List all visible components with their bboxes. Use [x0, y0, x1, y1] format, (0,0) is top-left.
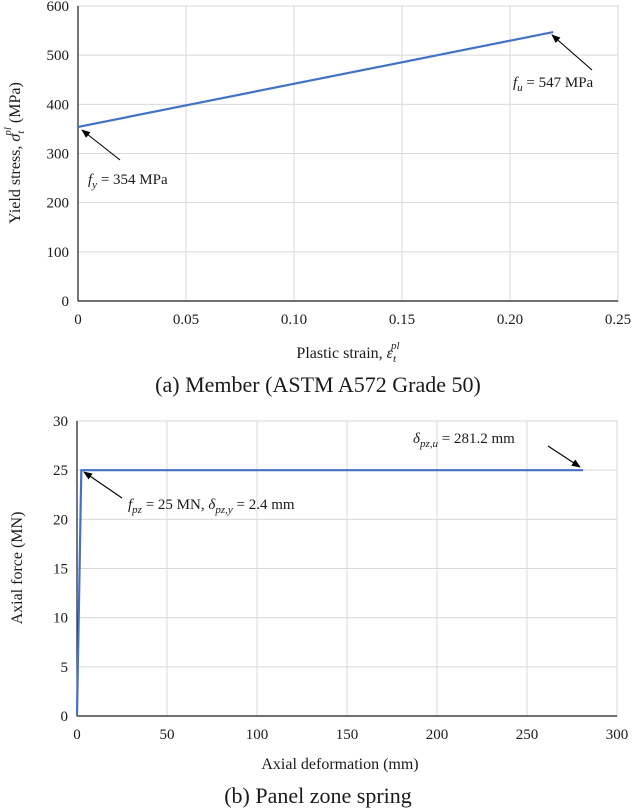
chart-a-series-line: [77, 30, 554, 129]
y-tick-label: 5: [61, 660, 69, 676]
chart-a: 0 100 200 300 400 500 600 0 0.05 0.10 0.15 0.20 0.2…: [2, 0, 631, 397]
y-tick-label: 100: [47, 245, 70, 261]
x-tick-label: 250: [516, 727, 539, 743]
chart-b-x-axis-label: Axial deformation (mm): [261, 756, 418, 773]
chart-a-y-tick-labels: 0 100 200 300 400 500 600: [47, 0, 70, 310]
chart-b-gridlines: [77, 420, 618, 716]
chart-a-gridlines: [78, 5, 619, 301]
chart-b-arrow-delta-u: [547, 445, 581, 468]
y-tick-label: 15: [53, 562, 68, 578]
chart-a-x-tick-labels: 0 0.05 0.10 0.15 0.20 0.25: [74, 312, 631, 328]
chart-b-series-line: [75, 469, 584, 717]
y-tick-label: 200: [47, 196, 70, 212]
chart-a-arrow-fu: [551, 34, 593, 71]
x-tick-label: 200: [426, 727, 449, 743]
y-tick-label: 300: [47, 147, 70, 163]
chart-a-x-axis-label: Plastic strain, εtpl: [296, 340, 399, 365]
y-tick-label: 0: [61, 709, 69, 725]
y-tick-label: 30: [53, 414, 68, 430]
chart-a-annotation-fu: fu = 547 MPa: [513, 75, 594, 94]
x-tick-label: 0.10: [281, 312, 307, 328]
chart-a-arrow-fy: [81, 129, 121, 161]
x-tick-label: 0.25: [605, 312, 631, 328]
x-tick-label: 150: [336, 727, 359, 743]
y-tick-label: 25: [53, 463, 68, 479]
y-tick-label: 20: [53, 512, 68, 528]
chart-b-annotation-fpz: fpz = 25 MN, δpz,y = 2.4 mm: [128, 497, 295, 516]
chart-a-caption: (a) Member (ASTM A572 Grade 50): [155, 372, 481, 397]
x-tick-label: 0.20: [497, 312, 523, 328]
chart-b-y-tick-labels: 0 5 10 15 20 25 30: [53, 414, 68, 725]
chart-b-caption: (b) Panel zone spring: [224, 783, 412, 808]
chart-b-y-axis-label: Axial force (MN): [9, 512, 26, 625]
chart-b-annotation-delta-u: δpz,u = 281.2 mm: [413, 431, 515, 450]
chart-a-y-axis-label: Yield stress, σtpl (MPa): [2, 82, 27, 224]
chart-b-arrow-fpz: [83, 471, 123, 499]
y-tick-label: 500: [47, 48, 70, 64]
x-tick-label: 0.15: [389, 312, 415, 328]
x-tick-label: 0: [74, 312, 82, 328]
y-tick-label: 10: [53, 611, 68, 627]
y-tick-label: 400: [47, 97, 70, 113]
x-tick-label: 50: [160, 727, 175, 743]
chart-b: 0 5 10 15 20 25 30 0 50 100 150 200 250 300 fpz = 25…: [9, 414, 628, 808]
y-tick-label: 0: [62, 294, 70, 310]
x-tick-label: 300: [606, 727, 629, 743]
x-tick-label: 100: [246, 727, 269, 743]
x-tick-label: 0.05: [173, 312, 199, 328]
chart-a-annotation-fy: fy = 354 MPa: [88, 172, 168, 191]
x-tick-label: 0: [73, 727, 81, 743]
chart-a-axes: [77, 6, 618, 302]
y-tick-label: 600: [47, 0, 70, 15]
chart-b-x-tick-labels: 0 50 100 150 200 250 300: [73, 727, 628, 743]
